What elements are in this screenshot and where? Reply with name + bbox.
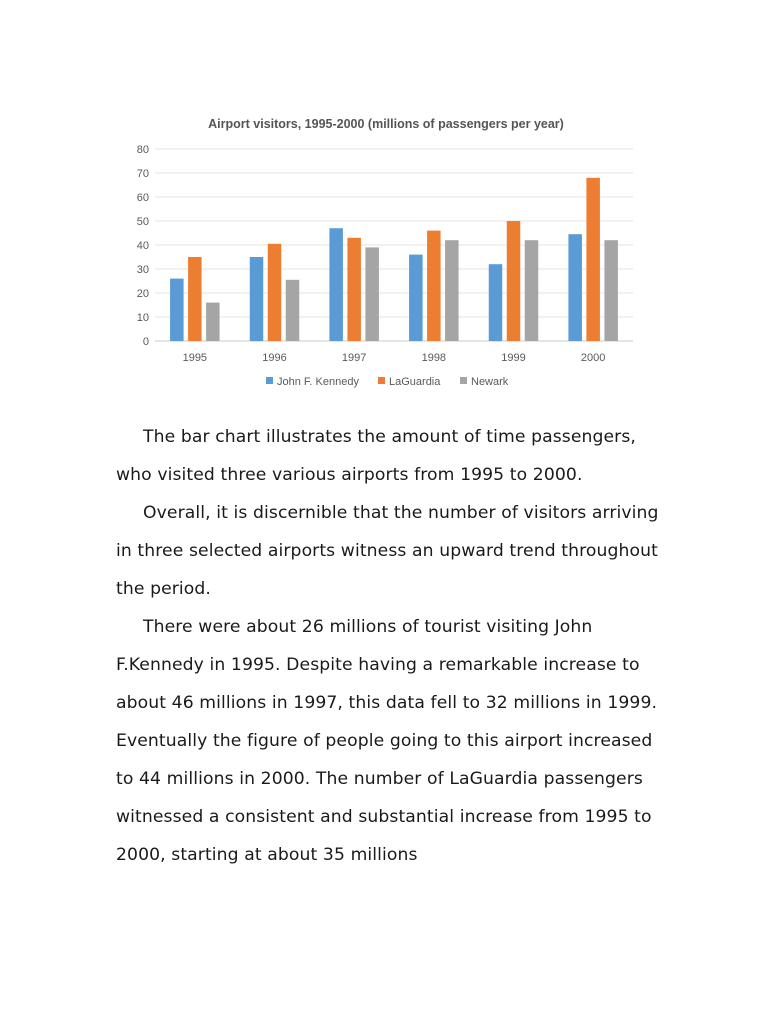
bar-newark-1996 — [285, 279, 300, 341]
essay-text: The bar chart illustrates the amount of … — [116, 418, 661, 874]
x-tick-label: 2000 — [581, 352, 605, 364]
bar-newark-1995 — [206, 302, 220, 341]
legend-label: John F. Kennedy — [277, 376, 359, 388]
bar-chart: Airport visitors, 1995-2000 (millions of… — [125, 105, 645, 405]
bar-john-f-kennedy-2000 — [568, 234, 582, 341]
bar-laguardia-1998 — [427, 230, 441, 341]
legend-swatch — [460, 377, 467, 384]
chart-canvas: Airport visitors, 1995-2000 (millions of… — [137, 117, 633, 388]
bar-laguardia-2000 — [586, 177, 600, 341]
x-tick-label: 1997 — [342, 352, 366, 364]
paragraph-intro: The bar chart illustrates the amount of … — [116, 427, 636, 485]
bar-john-f-kennedy-1998 — [409, 254, 423, 341]
bar-laguardia-1996 — [267, 243, 282, 341]
x-tick-label: 1995 — [183, 352, 207, 364]
bar-laguardia-1997 — [347, 237, 361, 341]
chart-bars — [170, 177, 618, 341]
y-axis-ticks: 0 10 20 30 40 50 60 70 80 — [137, 144, 149, 348]
chart-title: Airport visitors, 1995-2000 (millions of… — [208, 117, 564, 131]
y-tick-label: 30 — [137, 264, 149, 276]
x-tick-label: 1998 — [422, 352, 446, 364]
bar-laguardia-1995 — [188, 257, 202, 341]
y-tick-label: 10 — [137, 312, 149, 324]
y-tick-label: 50 — [137, 216, 149, 228]
legend-label: Newark — [471, 376, 509, 388]
paragraph-details: There were about 26 millions of tourist … — [116, 617, 658, 865]
x-axis-ticks: 1995 1996 1997 1998 1999 2000 — [183, 352, 606, 364]
x-tick-label: 1996 — [262, 352, 286, 364]
bar-newark-1999 — [524, 240, 539, 341]
paragraph-overview: Overall, it is discernible that the numb… — [116, 503, 659, 599]
y-tick-label: 20 — [137, 288, 149, 300]
bar-laguardia-1999 — [506, 221, 521, 341]
chart-gridlines — [155, 148, 633, 342]
y-tick-label: 70 — [137, 168, 149, 180]
x-tick-label: 1999 — [501, 352, 525, 364]
bar-newark-2000 — [604, 240, 618, 341]
legend-swatch — [378, 377, 385, 384]
y-tick-label: 60 — [137, 192, 149, 204]
bar-newark-1998 — [445, 240, 459, 341]
bar-john-f-kennedy-1996 — [249, 257, 264, 341]
legend-label: LaGuardia — [389, 376, 441, 388]
legend-swatch — [266, 377, 273, 384]
y-tick-label: 0 — [143, 336, 149, 348]
chart-legend: John F. Kennedy LaGuardia Newark — [266, 376, 509, 388]
bar-john-f-kennedy-1997 — [329, 228, 343, 341]
bar-john-f-kennedy-1999 — [488, 264, 503, 341]
bar-john-f-kennedy-1995 — [170, 278, 184, 341]
bar-newark-1997 — [365, 247, 379, 341]
y-tick-label: 80 — [137, 144, 149, 156]
y-tick-label: 40 — [137, 240, 149, 252]
